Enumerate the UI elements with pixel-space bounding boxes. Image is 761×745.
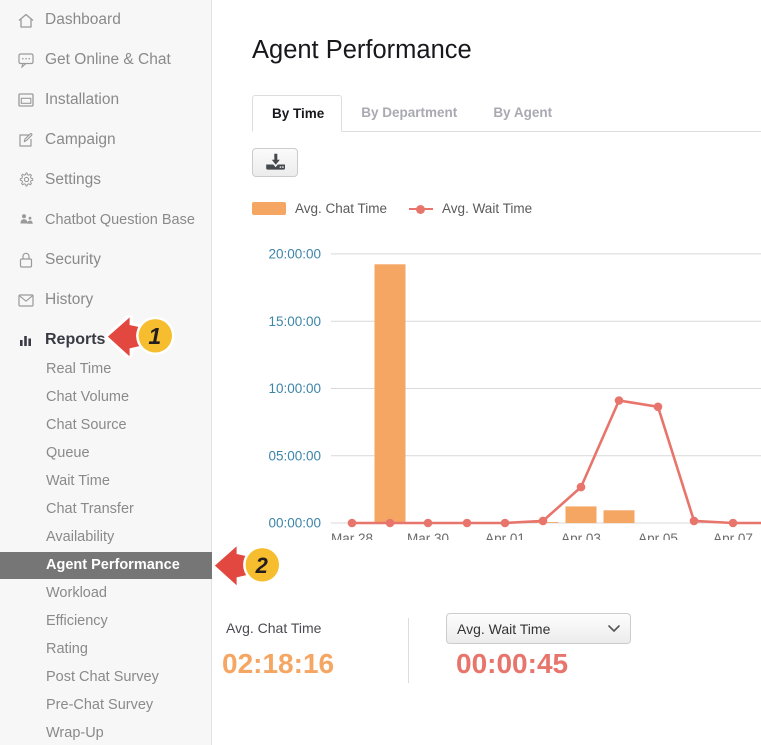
svg-text:Mar 30: Mar 30	[407, 531, 449, 540]
svg-text:2: 2	[255, 553, 269, 578]
svg-text:05:00:00: 05:00:00	[268, 448, 321, 463]
svg-text:00:00:00: 00:00:00	[268, 516, 321, 531]
svg-text:1: 1	[148, 323, 161, 349]
svg-text:20:00:00: 20:00:00	[268, 247, 321, 262]
svg-text:15:00:00: 15:00:00	[268, 314, 321, 329]
svg-text:Apr 01: Apr 01	[485, 531, 525, 540]
svg-text:Apr 03: Apr 03	[561, 531, 601, 540]
svg-text:Apr 07: Apr 07	[713, 531, 753, 540]
svg-text:Apr 05: Apr 05	[638, 531, 678, 540]
svg-text:10:00:00: 10:00:00	[268, 381, 321, 396]
svg-text:Mar 28: Mar 28	[331, 531, 373, 540]
